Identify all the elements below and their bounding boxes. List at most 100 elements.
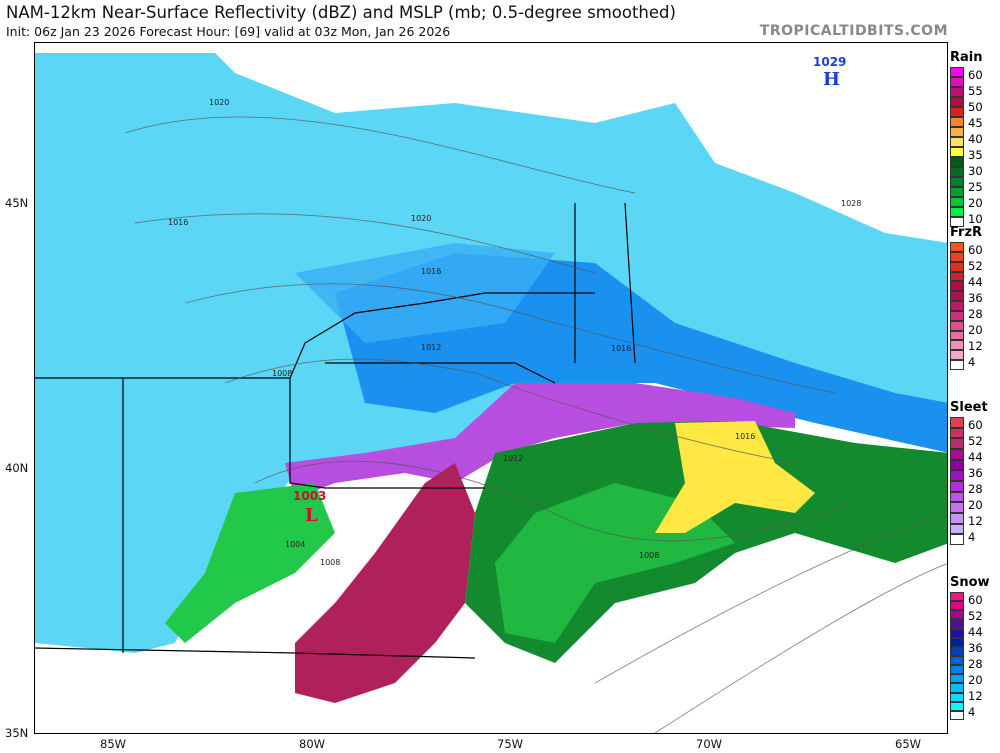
legend-swatch — [950, 340, 964, 351]
legend-label: 60 — [968, 243, 983, 257]
legend-label: 20 — [968, 498, 983, 512]
lon-label: 70W — [696, 737, 723, 751]
legend-swatch — [950, 87, 964, 97]
legend-swatch — [950, 601, 964, 611]
legend-label: 12 — [968, 514, 983, 528]
lat-label: 35N — [5, 726, 29, 740]
legend-swatch — [950, 683, 964, 693]
legend-swatch — [950, 330, 964, 341]
legend-label: 45 — [968, 116, 983, 130]
isobar-label: 1028 — [841, 199, 861, 208]
legend-swatch — [950, 665, 964, 675]
legend-label: 60 — [968, 593, 983, 607]
legend-label: 4 — [968, 355, 976, 369]
legend-swatch — [950, 281, 964, 292]
legend-swatch — [950, 310, 964, 321]
legend-swatch — [950, 592, 964, 602]
legend-swatch — [950, 692, 964, 702]
legend-label: 10 — [968, 212, 983, 226]
legend-label: 35 — [968, 148, 983, 162]
isobar-label: 1012 — [503, 454, 523, 463]
legend-swatch — [950, 610, 964, 620]
legend-swatch — [950, 197, 964, 207]
legend-swatch — [950, 655, 964, 666]
legend-label: 44 — [968, 450, 983, 464]
isobar-label: 1012 — [421, 343, 441, 352]
isobar-label: 1016 — [168, 218, 188, 227]
lon-label: 80W — [299, 737, 326, 751]
legend-swatch — [950, 291, 964, 302]
legend-swatch — [950, 187, 964, 197]
legend-label: 4 — [968, 705, 976, 719]
lat-label: 40N — [5, 461, 29, 475]
reflectivity-map: 1020 1016 1020 1016 1012 1008 1016 1012 … — [34, 42, 948, 734]
legend-label: 40 — [968, 132, 983, 146]
legend-swatch — [950, 480, 964, 492]
legend-label: 55 — [968, 84, 983, 98]
legend-swatch — [950, 448, 964, 460]
legend-swatch — [950, 157, 964, 167]
legend-swatch — [950, 427, 964, 439]
legend-swatch — [950, 646, 964, 656]
legend-swatch — [950, 177, 964, 187]
legend-swatch — [950, 710, 964, 720]
legend-swatch — [950, 360, 964, 370]
legend-label: 60 — [968, 418, 983, 432]
legend-swatch — [950, 271, 964, 282]
legend-label: 52 — [968, 259, 983, 273]
legend-label: 4 — [968, 530, 976, 544]
legend-label: 25 — [968, 180, 983, 194]
legend-label: 30 — [968, 164, 983, 178]
high-pressure-value: 1029 — [813, 55, 846, 69]
legend-freezing-rain: FrzR 60 52 44 36 28 20 12 4 — [950, 225, 1000, 370]
legend-swatch — [950, 127, 964, 137]
rain-west-area — [165, 483, 335, 643]
legend-label: 20 — [968, 673, 983, 687]
legend-label: 44 — [968, 275, 983, 289]
legend-swatch — [950, 301, 964, 311]
legend-title: Rain — [950, 50, 983, 65]
map-svg: 1020 1016 1020 1016 1012 1008 1016 1012 … — [35, 53, 947, 733]
lon-label: 85W — [100, 737, 127, 751]
legend-label: 12 — [968, 689, 983, 703]
legend-swatch — [950, 350, 964, 361]
low-pressure-value: 1003 — [293, 489, 326, 503]
legend-label: 28 — [968, 482, 983, 496]
legend-label: 52 — [968, 609, 983, 623]
legend-label: 20 — [968, 196, 983, 210]
low-pressure-marker: L — [305, 505, 318, 526]
isobar-label: 1008 — [272, 369, 292, 378]
legend-swatch — [950, 637, 964, 647]
legend-swatch — [950, 217, 964, 227]
legend-title: Snow — [950, 575, 990, 590]
legend-title: FrzR — [950, 225, 983, 240]
legend-label: 28 — [968, 657, 983, 671]
lat-label: 45N — [5, 196, 29, 210]
legend-swatch — [950, 502, 964, 513]
map-title: NAM-12km Near-Surface Reflectivity (dBZ)… — [6, 3, 676, 22]
legend-swatch — [950, 438, 964, 449]
legend-label: 60 — [968, 68, 983, 82]
rain-heavy-area — [655, 421, 815, 533]
legend-label: 12 — [968, 339, 983, 353]
isobar-label: 1020 — [209, 98, 229, 107]
legend-swatch — [950, 534, 964, 545]
legend-swatch — [950, 77, 964, 87]
isobar-label: 1008 — [320, 558, 340, 567]
legend-swatch — [950, 619, 964, 629]
legend-label: 52 — [968, 434, 983, 448]
legend-label: 44 — [968, 625, 983, 639]
legend-sleet: Sleet 60 52 44 36 28 20 12 4 — [950, 400, 1000, 545]
legend-swatch — [950, 628, 964, 638]
isobar-label: 1004 — [285, 540, 305, 549]
legend-label: 36 — [968, 641, 983, 655]
legend-swatch — [950, 117, 964, 127]
legend-swatch — [950, 147, 964, 157]
legend-swatch — [950, 242, 964, 252]
legend-swatch — [950, 674, 964, 684]
freezing-rain-area — [295, 463, 475, 703]
isobars — [124, 116, 947, 733]
legend-swatch — [950, 512, 964, 524]
lon-label: 75W — [497, 737, 524, 751]
